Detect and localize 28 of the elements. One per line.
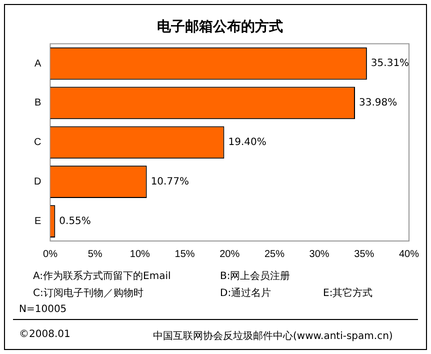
text: C:订阅电子刊物／购物时 — [33, 286, 144, 300]
x-tick-label: 5% — [88, 248, 102, 260]
y-tick-label: B — [34, 98, 42, 109]
y-tick-label: D — [34, 176, 42, 188]
text: A:作为联系方式而留下的Email — [33, 270, 171, 283]
x-tick-label: 0% — [42, 248, 58, 260]
data-label: 0.55% — [59, 216, 91, 227]
data-label: 19.40% — [228, 136, 266, 148]
text: 中国互联网协会反垃圾邮件中心(www.anti-spam.cn) — [153, 330, 393, 343]
text: E:其它方式 — [323, 286, 373, 300]
y-tick-label: E — [34, 216, 42, 228]
data-label: 10.77% — [150, 176, 189, 188]
chart-title: 电子邮箱公布的方式 — [157, 18, 283, 36]
text: B:网上会员注册 — [220, 270, 290, 283]
data-label: 35.31% — [370, 58, 410, 70]
x-tick-label: 20% — [220, 248, 240, 260]
x-tick-label: 30% — [309, 248, 330, 260]
text: ©2008.01 — [19, 329, 70, 340]
x-tick-label: 40% — [398, 248, 420, 260]
x-tick-label: 15% — [174, 248, 195, 260]
text: N=10005 — [19, 304, 67, 315]
text: D:通过名片 — [220, 286, 272, 300]
x-tick-label: 25% — [264, 248, 285, 260]
y-tick-label: C — [34, 137, 42, 148]
y-tick-label: A — [34, 58, 42, 70]
x-tick-label: 10% — [130, 248, 150, 260]
data-label: 33.98% — [359, 98, 398, 109]
x-tick-label: 35% — [354, 248, 374, 260]
